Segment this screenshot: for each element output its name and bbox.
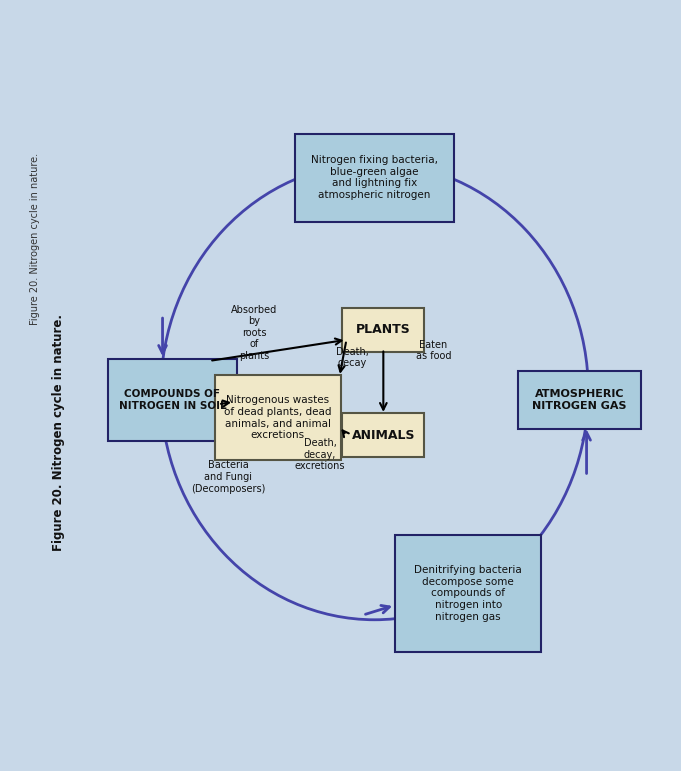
FancyBboxPatch shape	[518, 371, 641, 429]
Text: Death,
decay,
excretions: Death, decay, excretions	[295, 438, 345, 471]
Text: PLANTS: PLANTS	[356, 323, 411, 336]
FancyBboxPatch shape	[215, 375, 341, 460]
Text: ANIMALS: ANIMALS	[351, 429, 415, 442]
FancyBboxPatch shape	[395, 535, 541, 652]
Text: COMPOUNDS OF
NITROGEN IN SOIL: COMPOUNDS OF NITROGEN IN SOIL	[118, 389, 226, 411]
Text: Absorbed
by
roots
of
plants: Absorbed by roots of plants	[232, 305, 278, 361]
Text: Figure 20. Nitrogen cycle in nature.: Figure 20. Nitrogen cycle in nature.	[52, 314, 65, 550]
Text: Bacteria
and Fungi
(Decomposers): Bacteria and Fungi (Decomposers)	[191, 460, 266, 493]
Text: Nitrogen fixing bacteria,
blue-green algae
and lightning fix
atmospheric nitroge: Nitrogen fixing bacteria, blue-green alg…	[311, 155, 438, 200]
Text: Denitrifying bacteria
decompose some
compounds of
nitrogen into
nitrogen gas: Denitrifying bacteria decompose some com…	[414, 565, 522, 621]
FancyBboxPatch shape	[108, 359, 237, 441]
FancyBboxPatch shape	[296, 133, 454, 221]
FancyBboxPatch shape	[343, 413, 424, 457]
Text: Figure 20. Nitrogen cycle in nature.: Figure 20. Nitrogen cycle in nature.	[30, 153, 40, 325]
FancyBboxPatch shape	[343, 308, 424, 352]
Text: Death,
decay: Death, decay	[336, 347, 368, 369]
Text: Nitrogenous wastes
of dead plants, dead
animals, and animal
excretions: Nitrogenous wastes of dead plants, dead …	[224, 396, 332, 440]
Text: ATMOSPHERIC
NITROGEN GAS: ATMOSPHERIC NITROGEN GAS	[533, 389, 627, 411]
Text: Eaten
as food: Eaten as food	[415, 339, 451, 361]
